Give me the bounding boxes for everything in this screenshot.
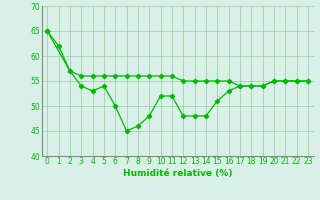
X-axis label: Humidité relative (%): Humidité relative (%) (123, 169, 232, 178)
